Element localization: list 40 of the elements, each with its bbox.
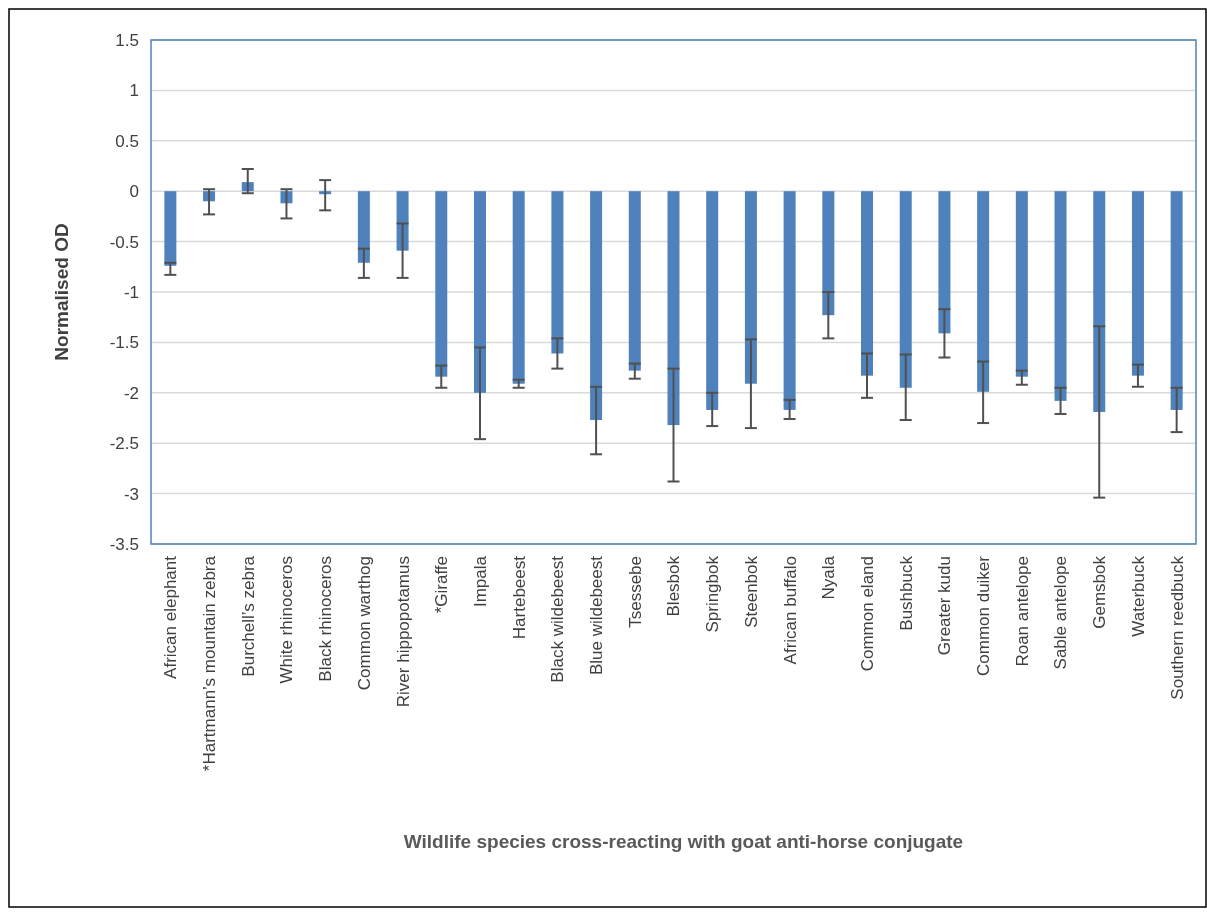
x-tick-label: Waterbuck bbox=[1128, 555, 1148, 637]
y-tick-label: -2.5 bbox=[109, 434, 139, 454]
x-tick-label: Burchell’s zebra bbox=[238, 555, 258, 677]
y-axis-title: Normalised OD bbox=[51, 223, 72, 361]
x-tick-label: *Hartmann’s mountain zebra bbox=[200, 555, 220, 772]
x-tick-label: Roan antelope bbox=[1012, 556, 1032, 667]
x-tick-label: Blue wildebeest bbox=[587, 555, 607, 676]
x-tick-label: Hartebeest bbox=[509, 555, 529, 640]
x-tick-label: Black wildebeest bbox=[548, 555, 568, 683]
y-tick-label: 1 bbox=[129, 81, 139, 101]
x-tick-label: Southern reedbuck bbox=[1167, 555, 1187, 700]
x-tick-label: Common duiker bbox=[974, 555, 994, 676]
x-tick-label: River hippopotamus bbox=[393, 556, 413, 708]
x-tick-label: Blesbok bbox=[664, 555, 684, 617]
x-tick-label: Common eland bbox=[857, 556, 877, 672]
x-tick-label: Bushbuck bbox=[896, 555, 916, 631]
x-axis-title: Wildlife species cross-reacting with goat anti-horse conjugate bbox=[403, 831, 964, 852]
x-tick-label: Black rhinoceros bbox=[316, 556, 336, 682]
y-tick-label: -3.5 bbox=[109, 534, 139, 554]
x-tick-label: Greater kudu bbox=[935, 556, 955, 656]
y-tick-label: -1 bbox=[123, 282, 139, 302]
x-tick-label: Impala bbox=[470, 555, 490, 608]
y-tick-label: -3 bbox=[123, 484, 139, 504]
x-tick-label: Springbok bbox=[703, 555, 723, 633]
x-tick-label: *Giraffe bbox=[432, 556, 452, 614]
x-tick-label: African buffalo bbox=[780, 556, 800, 665]
y-tick-label: 0 bbox=[129, 182, 139, 202]
y-tick-label: -1.5 bbox=[109, 333, 139, 353]
x-tick-label: African elephant bbox=[161, 555, 181, 679]
x-tick-label: Sable antelope bbox=[1051, 556, 1071, 670]
x-tick-label: Common warthog bbox=[354, 556, 374, 691]
y-tick-label: -2 bbox=[123, 383, 139, 403]
x-tick-label: Tsessebe bbox=[625, 556, 645, 628]
y-tick-label: 1.5 bbox=[115, 30, 139, 50]
x-tick-label: White rhinoceros bbox=[277, 556, 297, 684]
x-tick-label: Gemsbok bbox=[1090, 555, 1110, 629]
y-tick-label: 0.5 bbox=[115, 131, 139, 151]
x-tick-label: Steenbok bbox=[741, 555, 761, 628]
x-tick-label: Nyala bbox=[819, 555, 839, 600]
y-tick-label: -0.5 bbox=[109, 232, 139, 252]
